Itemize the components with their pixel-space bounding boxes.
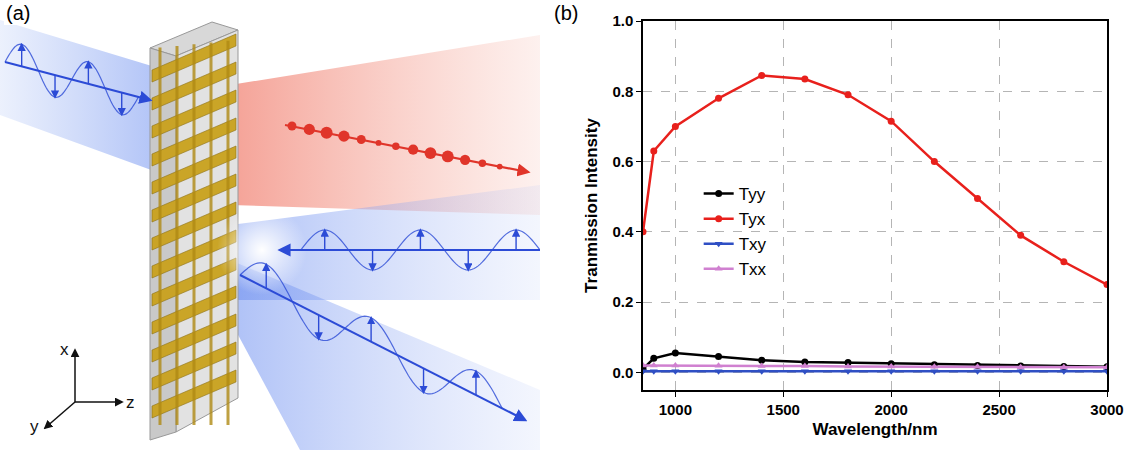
svg-text:0.2: 0.2: [612, 293, 633, 310]
svg-text:x: x: [60, 340, 69, 359]
svg-text:0.0: 0.0: [612, 364, 633, 381]
svg-text:Txx: Txx: [739, 260, 767, 279]
svg-text:1500: 1500: [767, 401, 800, 418]
svg-text:Wavelength/nm: Wavelength/nm: [813, 420, 938, 439]
svg-text:Txy: Txy: [739, 235, 767, 254]
svg-text:2500: 2500: [982, 401, 1015, 418]
svg-text:Tyy: Tyy: [739, 185, 766, 204]
svg-text:0.6: 0.6: [612, 153, 633, 170]
svg-text:y: y: [30, 417, 39, 436]
svg-text:1.0: 1.0: [612, 12, 633, 29]
svg-text:0.8: 0.8: [612, 83, 633, 100]
svg-text:Tranmission Intensity: Tranmission Intensity: [582, 118, 601, 293]
html-text:(b): (b): [554, 2, 579, 24]
svg-text:0.4: 0.4: [612, 223, 634, 240]
svg-text:Tyx: Tyx: [739, 210, 766, 229]
svg-text:2000: 2000: [875, 401, 908, 418]
svg-text:1000: 1000: [659, 401, 692, 418]
svg-text:z: z: [126, 393, 135, 412]
svg-text:3000: 3000: [1090, 401, 1123, 418]
html-text:(a): (a): [6, 2, 31, 24]
